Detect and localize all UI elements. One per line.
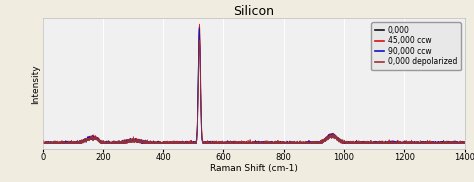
Legend: 0,000, 45,000 ccw, 90,000 ccw, 0,000 depolarized: 0,000, 45,000 ccw, 90,000 ccw, 0,000 dep… (372, 22, 461, 70)
Y-axis label: Intensity: Intensity (31, 64, 40, 104)
X-axis label: Raman Shift (cm-1): Raman Shift (cm-1) (210, 164, 298, 173)
Title: Silicon: Silicon (233, 5, 274, 18)
